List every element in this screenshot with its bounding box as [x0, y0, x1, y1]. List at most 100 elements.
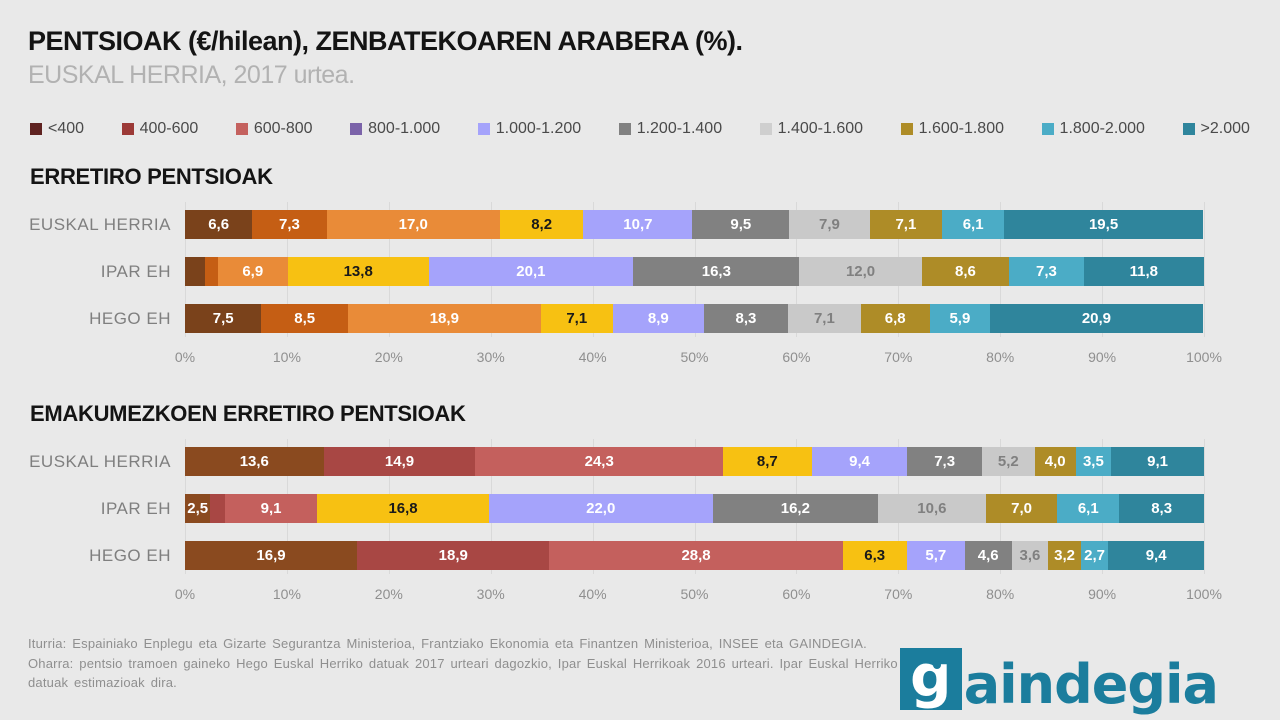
segment-value: 6,8: [884, 310, 906, 327]
segment-value: 11,8: [1129, 263, 1158, 280]
bar-segment: 9,5: [692, 210, 790, 239]
stacked-bar: 7,5 8,5 18,9 7,1 8,9 8,3 7,1 6,8 5,9 20,9: [185, 304, 1204, 333]
segment-value: 9,1: [260, 500, 282, 517]
gaindegia-logo: g aindegia: [899, 642, 1219, 716]
bar-segment: [185, 257, 206, 286]
gaindegia-logo-text: aindegia: [963, 652, 1219, 716]
legend-label: 1.600-1.800: [918, 120, 1004, 137]
stacked-bar: 13,6 14,9 24,3 8,7 9,4 7,3 5,2 4,0 3,5 9,1: [185, 447, 1204, 476]
x-tick-label: 70%: [884, 349, 913, 365]
segment-value: 12,0: [845, 263, 876, 280]
bar-rows: EUSKAL HERRIA 6,6 7,3 17,0 8,2 10,7 9,5 7,9 7,1 6…: [28, 210, 1204, 333]
bar-segment: 7,3: [1009, 257, 1084, 286]
bar-segment: 7,1: [788, 304, 861, 333]
segment-value: 7,9: [819, 216, 840, 233]
segment-value: 8,3: [1151, 500, 1173, 517]
legend-item: 800-1.000: [350, 120, 440, 138]
segment-value: 9,4: [1145, 547, 1167, 564]
x-tick-label: 30%: [476, 349, 505, 365]
segment-value: 22,0: [586, 500, 616, 517]
segment-value: 24,3: [584, 453, 614, 470]
legend-label: 400-600: [139, 120, 199, 137]
bar-segment: 6,9: [217, 257, 288, 286]
segment-value: 2,5: [187, 500, 209, 517]
chart1-title: ERRETIRO PENTSIOAK: [30, 164, 273, 189]
bar-segment: 5,9: [929, 304, 990, 333]
bar-segment: 5,2: [981, 447, 1035, 476]
legend-item: 1.000-1.200: [477, 120, 582, 138]
bar-segment: 9,4: [1108, 541, 1204, 570]
bar-segment: 8,3: [1119, 494, 1204, 523]
bar-segment: 18,9: [357, 541, 550, 570]
bar-segment: 9,1: [224, 494, 318, 523]
logo-eye-dot: [932, 661, 941, 669]
row-label: HEGO EH: [89, 308, 171, 328]
bar-segment: 16,8: [317, 494, 489, 523]
segment-value: 16,3: [701, 263, 731, 280]
note-line: Oharra: pentsio tramoen gaineko Hego Eus…: [28, 655, 898, 671]
segment-value: 10,7: [623, 216, 653, 233]
bar-segment: 24,3: [475, 447, 724, 476]
plot-area: EUSKAL HERRIA 6,6 7,3 17,0 8,2 10,7 9,5 7,9 7,1 6…: [28, 202, 1205, 337]
segment-value: 5,2: [997, 453, 1019, 470]
segment-value: 28,8: [681, 547, 711, 564]
note-line: datuak estimazioak dira.: [28, 675, 177, 690]
chart-erretiro-pentsioak: EUSKAL HERRIA 6,6 7,3 17,0 8,2 10,7 9,5 7,9 7,1 6…: [28, 202, 1222, 375]
legend-item: <400: [30, 120, 84, 138]
x-tick-label: 100%: [1186, 349, 1222, 365]
legend-swatch-icon: [1041, 123, 1054, 135]
bar-segment: 6,1: [942, 210, 1005, 239]
bar-segment: 6,1: [1057, 494, 1120, 523]
segment-value: 13,6: [239, 453, 269, 470]
x-tick-label: 20%: [374, 586, 403, 602]
page: PENTSIOAK (€/hilean), ZENBATEKOAREN ARAB…: [28, 26, 1250, 711]
legend-item: 1.400-1.600: [759, 120, 863, 138]
segment-value: 5,9: [949, 310, 971, 327]
segment-value: 6,3: [864, 547, 886, 564]
segment-value: 6,1: [962, 216, 984, 233]
segment-value: 2,7: [1084, 547, 1105, 564]
bar-segment: 17,0: [326, 210, 500, 239]
legend-item: 1.600-1.800: [900, 120, 1004, 138]
segment-value: 5,7: [925, 547, 947, 564]
bar-segment: 12,0: [799, 257, 922, 286]
x-tick-label: 100%: [1186, 586, 1222, 602]
legend: <400 400-600 600-800 800-1.000 1.000-1.200 1.…: [30, 120, 1250, 138]
bar-segment: [210, 494, 225, 523]
row-label: EUSKAL HERRIA: [29, 451, 171, 471]
legend-item: 600-800: [235, 120, 313, 138]
legend-swatch-icon: [350, 123, 363, 135]
segment-value: 6,6: [208, 216, 230, 233]
bar-segment: 3,6: [1011, 541, 1049, 570]
bar-segment: 19,5: [1004, 210, 1203, 239]
segment-value: 13,8: [343, 263, 373, 280]
legend-label: 1.000-1.200: [495, 120, 582, 137]
stacked-bar: 6,6 7,3 17,0 8,2 10,7 9,5 7,9 7,1 6,1 19,5: [185, 210, 1204, 239]
bar-segment: 16,9: [185, 541, 358, 570]
stacked-bar: 16,9 18,9 28,8 6,3 5,7 4,6 3,6 3,2 2,7 9,4: [185, 541, 1204, 570]
legend-swatch-icon: [618, 123, 631, 135]
bar-segment: 8,3: [703, 304, 789, 333]
bar-segment: 2,7: [1080, 541, 1109, 570]
chart2-title: EMAKUMEZKOEN ERRETIRO PENTSIOAK: [30, 401, 466, 426]
bar-segment: 20,9: [989, 304, 1203, 333]
source-note: Iturria: Espainiako Enplegu eta Gizarte …: [28, 634, 938, 693]
gaindegia-logo-icon: g: [899, 642, 962, 710]
logo-g-glyph: g: [909, 642, 952, 710]
bar-segment: 8,6: [921, 257, 1010, 286]
bar-segment: 22,0: [488, 494, 713, 523]
bar-segment: 18,9: [348, 304, 541, 333]
bar-row: IPAR EH 6,9 13,8 20,1 16,3 12,0 8,6 7,3 11,8: [28, 257, 1204, 286]
bar-segment: 13,8: [287, 257, 429, 286]
bar-segment: 16,3: [633, 257, 800, 286]
chart-emakumezkoen-erretiro-pentsioak: EUSKAL HERRIA 13,6 14,9 24,3 8,7 9,4 7,3 5,2 4,0…: [28, 439, 1222, 612]
stacked-bar: 2,5 9,1 16,8 22,0 16,2 10,6 7,0 6,1 8,3: [185, 494, 1204, 523]
bar-segment: 7,5: [185, 304, 262, 333]
bar-row: EUSKAL HERRIA 6,6 7,3 17,0 8,2 10,7 9,5 7,9 7,1 6…: [28, 210, 1204, 239]
plot-area: EUSKAL HERRIA 13,6 14,9 24,3 8,7 9,4 7,3 5,2 4,0…: [28, 439, 1205, 574]
bar-segment: 9,1: [1111, 447, 1204, 476]
segment-value: 17,0: [398, 216, 428, 233]
bar-segment: 9,4: [811, 447, 908, 476]
stacked-bar: 6,9 13,8 20,1 16,3 12,0 8,6 7,3 11,8: [185, 257, 1204, 286]
segment-value: 6,9: [242, 263, 264, 280]
